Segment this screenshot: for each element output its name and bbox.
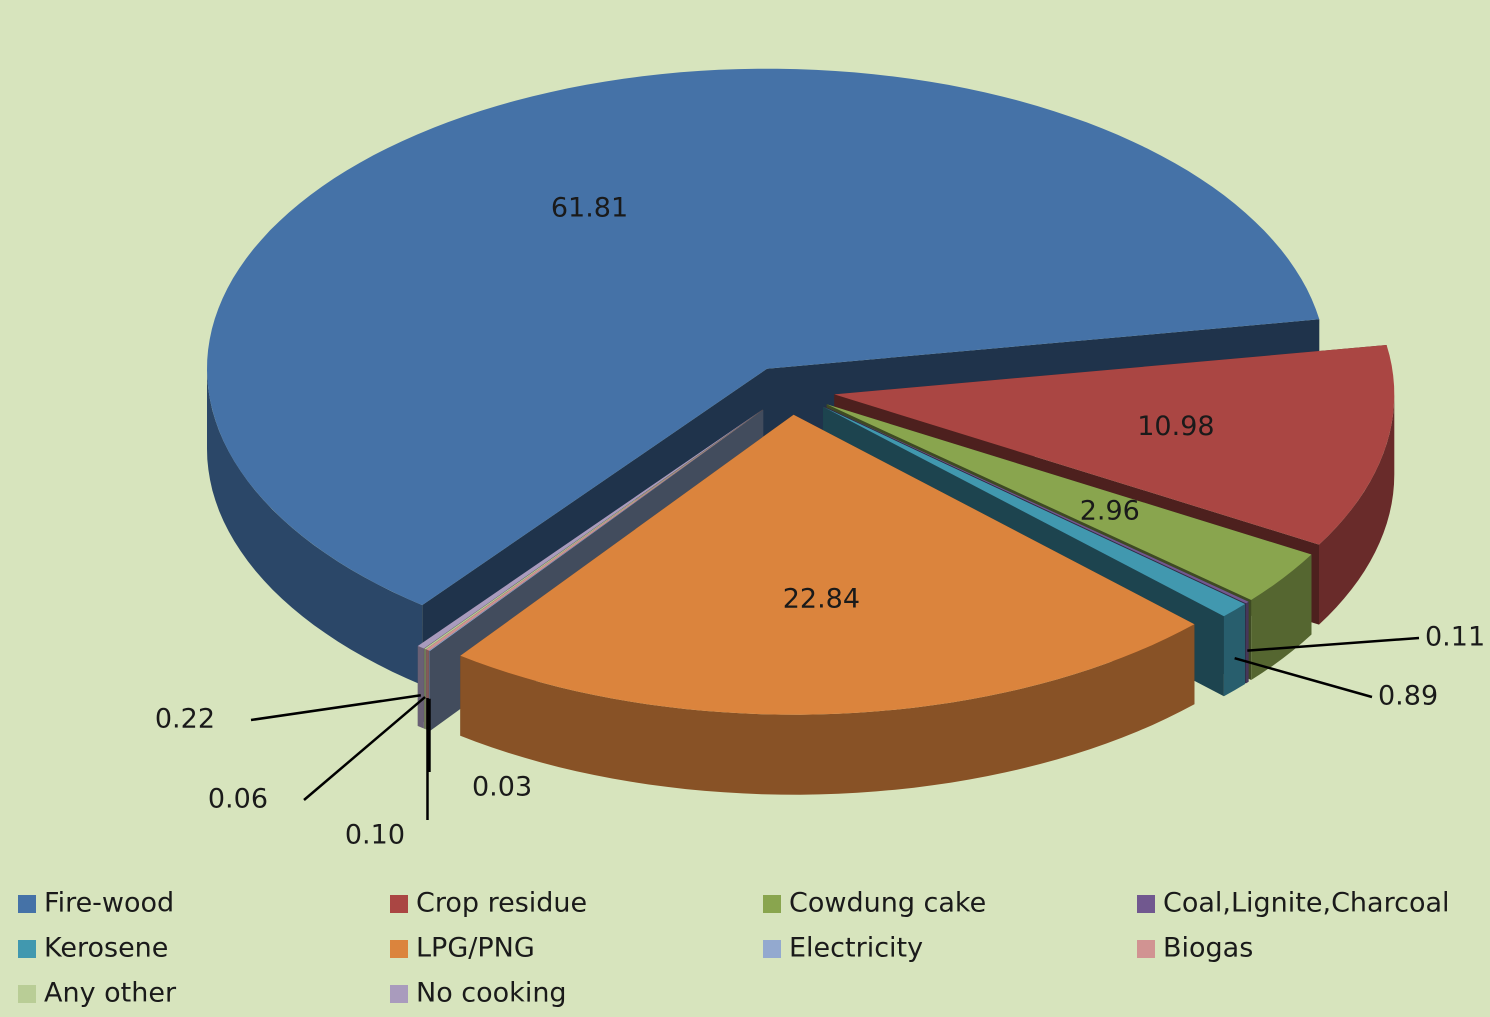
legend-swatch <box>1137 895 1155 913</box>
legend-label: Cowdung cake <box>789 888 986 919</box>
legend-swatch <box>18 895 36 913</box>
slice-top <box>429 409 764 651</box>
leader-line <box>1234 657 1373 699</box>
slice-outer-wall <box>460 624 1195 795</box>
leader-line <box>250 694 422 722</box>
slice-top <box>460 414 1195 715</box>
data-label: 0.89 <box>1378 681 1438 712</box>
leader-line <box>303 696 426 801</box>
slice-top <box>834 345 1395 545</box>
legend-swatch <box>390 985 408 1003</box>
legend-label: Fire-wood <box>44 888 174 919</box>
slice-top <box>824 406 1249 604</box>
legend-swatch <box>763 940 781 958</box>
slice-outer-wall <box>207 368 423 686</box>
legend-swatch <box>763 895 781 913</box>
slice-top <box>426 409 763 651</box>
legend-label: No cooking <box>416 978 567 1009</box>
data-label: 22.84 <box>783 584 860 615</box>
data-label: 0.03 <box>472 772 532 803</box>
slice-outer-wall <box>1246 601 1249 684</box>
legend-swatch <box>390 895 408 913</box>
data-label: 0.10 <box>345 820 405 851</box>
data-label: 2.96 <box>1080 495 1140 526</box>
legend-label: Electricity <box>789 933 923 964</box>
legend-swatch <box>390 940 408 958</box>
data-label: 0.06 <box>208 784 268 815</box>
slice-outer-wall <box>1319 394 1395 625</box>
pie-tops <box>207 68 1395 715</box>
slice-outer-wall <box>424 648 426 730</box>
slice-top <box>207 68 1320 606</box>
legend-label: Coal,Lignite,Charcoal <box>1163 888 1450 919</box>
legend-label: Any other <box>44 978 177 1009</box>
legend-label: Biogas <box>1163 933 1253 964</box>
slice-top <box>424 409 763 650</box>
slice-top <box>417 409 763 649</box>
data-label: 10.98 <box>1137 411 1214 442</box>
data-label: 61.81 <box>551 192 628 223</box>
legend-swatch <box>18 940 36 958</box>
legend-label: Kerosene <box>44 933 168 964</box>
legend-swatch <box>18 985 36 1003</box>
slice-top <box>826 404 1312 600</box>
legend-swatch <box>1137 940 1155 958</box>
data-label: 0.22 <box>155 704 215 735</box>
legend-label: Crop residue <box>416 888 587 919</box>
data-label: 0.11 <box>1425 622 1485 653</box>
leader-line <box>1247 636 1420 652</box>
slice-outer-wall <box>417 646 424 729</box>
slice-outer-wall <box>1223 604 1246 697</box>
legend-label: LPG/PNG <box>416 933 535 964</box>
slice-top <box>823 406 1246 617</box>
